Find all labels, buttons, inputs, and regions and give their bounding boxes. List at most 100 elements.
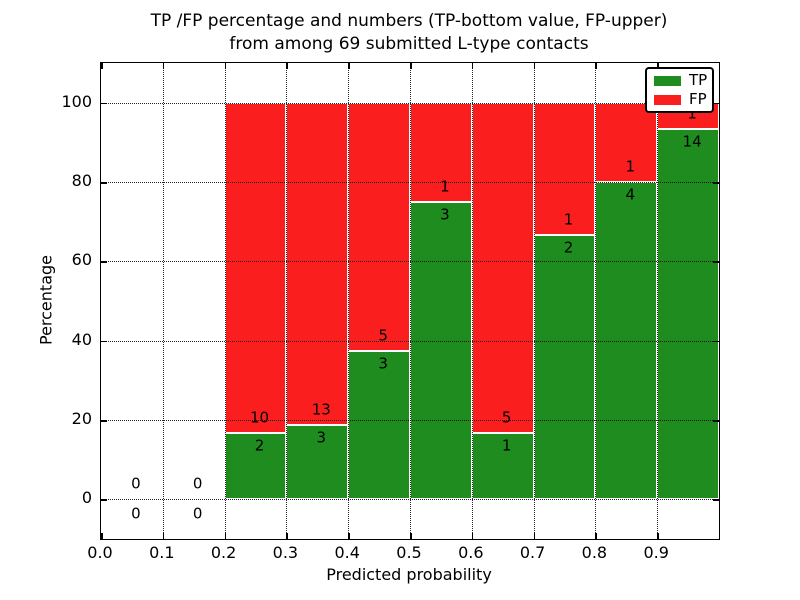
y-axis-label: Percentage (36, 254, 56, 346)
chart-title-line1: TP /FP percentage and numbers (TP-bottom… (150, 11, 668, 31)
fp-count-label: 5 (501, 408, 512, 427)
tp-count-label: 0 (192, 504, 203, 523)
chart-title: TP /FP percentage and numbers (TP-bottom… (100, 10, 718, 55)
y-tick-mark (101, 102, 107, 105)
legend-swatch-fp (654, 94, 681, 105)
y-tick-mark (713, 182, 719, 184)
x-tick-label: 0.7 (519, 543, 546, 562)
x-gridline (162, 63, 164, 539)
x-tick-mark (533, 533, 536, 539)
fp-count-label: 5 (378, 326, 388, 345)
bar-tp-segment (348, 350, 410, 500)
x-tick-mark (101, 533, 103, 539)
x-tick-mark (224, 533, 227, 539)
tp-count-label: 3 (378, 354, 388, 373)
x-gridline (286, 63, 288, 539)
fp-count-label: 1 (563, 210, 574, 229)
bar-fp-segment (595, 102, 658, 182)
bar-fp-segment (348, 102, 410, 351)
y-tick-label: 60 (71, 250, 92, 270)
x-tick-label: 0.8 (581, 543, 608, 562)
fp-count-label: 10 (249, 408, 270, 427)
y-tick-mark (713, 102, 719, 105)
x-gridline (224, 63, 226, 539)
bar-fp-segment (471, 102, 534, 434)
x-tick-mark (657, 63, 659, 69)
y-tick-mark (101, 420, 107, 422)
x-tick-mark (595, 533, 597, 539)
x-tick-label: 0.5 (396, 543, 422, 562)
x-tick-mark (657, 533, 659, 539)
x-tick-mark (286, 63, 288, 69)
tp-count-label: 3 (440, 205, 450, 224)
x-tick-label: 0.9 (643, 543, 669, 562)
ticks-layer (101, 63, 719, 539)
legend: TP FP (645, 67, 714, 113)
plot-area: 0 0 0 0 10 2 13 3 5 3 1 3 5 1 1 2 1 4 1 14 (100, 62, 720, 540)
tp-count-label: 4 (625, 185, 636, 204)
y-tick-mark (101, 182, 107, 184)
bar-fp-segment (286, 102, 349, 425)
bar-tp-segment (657, 129, 719, 500)
x-gridline (410, 63, 411, 539)
fp-count-label: 0 (192, 474, 203, 493)
x-tick-mark (595, 63, 597, 69)
x-gridline (533, 63, 535, 539)
tp-count-label: 3 (316, 428, 327, 447)
x-tick-label: 0.2 (210, 543, 237, 562)
x-tick-mark (471, 63, 474, 69)
x-tick-mark (162, 63, 165, 69)
bar-fp-segment (533, 102, 596, 235)
x-gridline (471, 63, 473, 539)
x-gridline (657, 63, 659, 539)
tp-count-label: 0 (131, 504, 141, 523)
bar-fp-segment (224, 102, 287, 434)
x-tick-label: 0.3 (272, 543, 299, 562)
x-tick-label: 0.0 (87, 543, 113, 562)
x-tick-mark (286, 533, 288, 539)
y-tick-label: 40 (71, 329, 92, 349)
fp-count-label: 13 (311, 400, 331, 419)
x-tick-mark (162, 533, 165, 539)
bars-layer (101, 63, 719, 539)
y-tick-label: 80 (71, 171, 92, 190)
x-axis-label: Predicted probability (326, 565, 492, 584)
x-tick-label: 0.6 (458, 543, 484, 562)
y-tick-label: 100 (61, 91, 92, 111)
y-tick-mark (101, 261, 107, 263)
legend-swatch-tp (654, 75, 681, 86)
x-gridline (595, 63, 597, 539)
tp-count-label: 14 (682, 132, 702, 151)
bar-tp-segment (533, 234, 596, 500)
x-tick-mark (101, 63, 103, 69)
gridlines-layer (101, 63, 719, 539)
x-gridline (348, 63, 350, 539)
bar-tp-segment (224, 433, 287, 500)
tp-count-label: 2 (563, 238, 574, 257)
tp-count-label: 2 (254, 436, 265, 455)
x-tick-mark (348, 533, 350, 539)
fp-count-label: 1 (687, 104, 697, 123)
x-tick-label: 0.4 (334, 543, 360, 562)
x-tick-mark (410, 63, 412, 69)
x-tick-label: 0.1 (149, 543, 175, 562)
legend-item: TP (647, 73, 712, 88)
y-tick-mark (713, 340, 719, 343)
y-tick-label: 0 (81, 488, 92, 508)
fp-count-label: 1 (440, 177, 450, 196)
fp-count-label: 0 (131, 474, 141, 493)
y-tick-mark (713, 499, 719, 501)
bar-tp-segment (410, 201, 472, 500)
y-tick-label: 20 (71, 409, 92, 428)
annotations-layer: 0 0 0 0 10 2 13 3 5 3 1 3 5 1 1 2 1 4 1 14 (101, 63, 719, 539)
legend-label: FP (689, 90, 707, 108)
legend-label: TP (689, 71, 708, 89)
x-tick-mark (533, 63, 536, 69)
x-tick-mark (224, 63, 227, 69)
legend-item: FP (647, 92, 712, 107)
chart-title-line2: from among 69 submitted L-type contacts (229, 33, 589, 54)
y-tick-mark (101, 499, 107, 501)
x-tick-mark (410, 533, 412, 539)
fp-count-label: 1 (625, 157, 636, 176)
